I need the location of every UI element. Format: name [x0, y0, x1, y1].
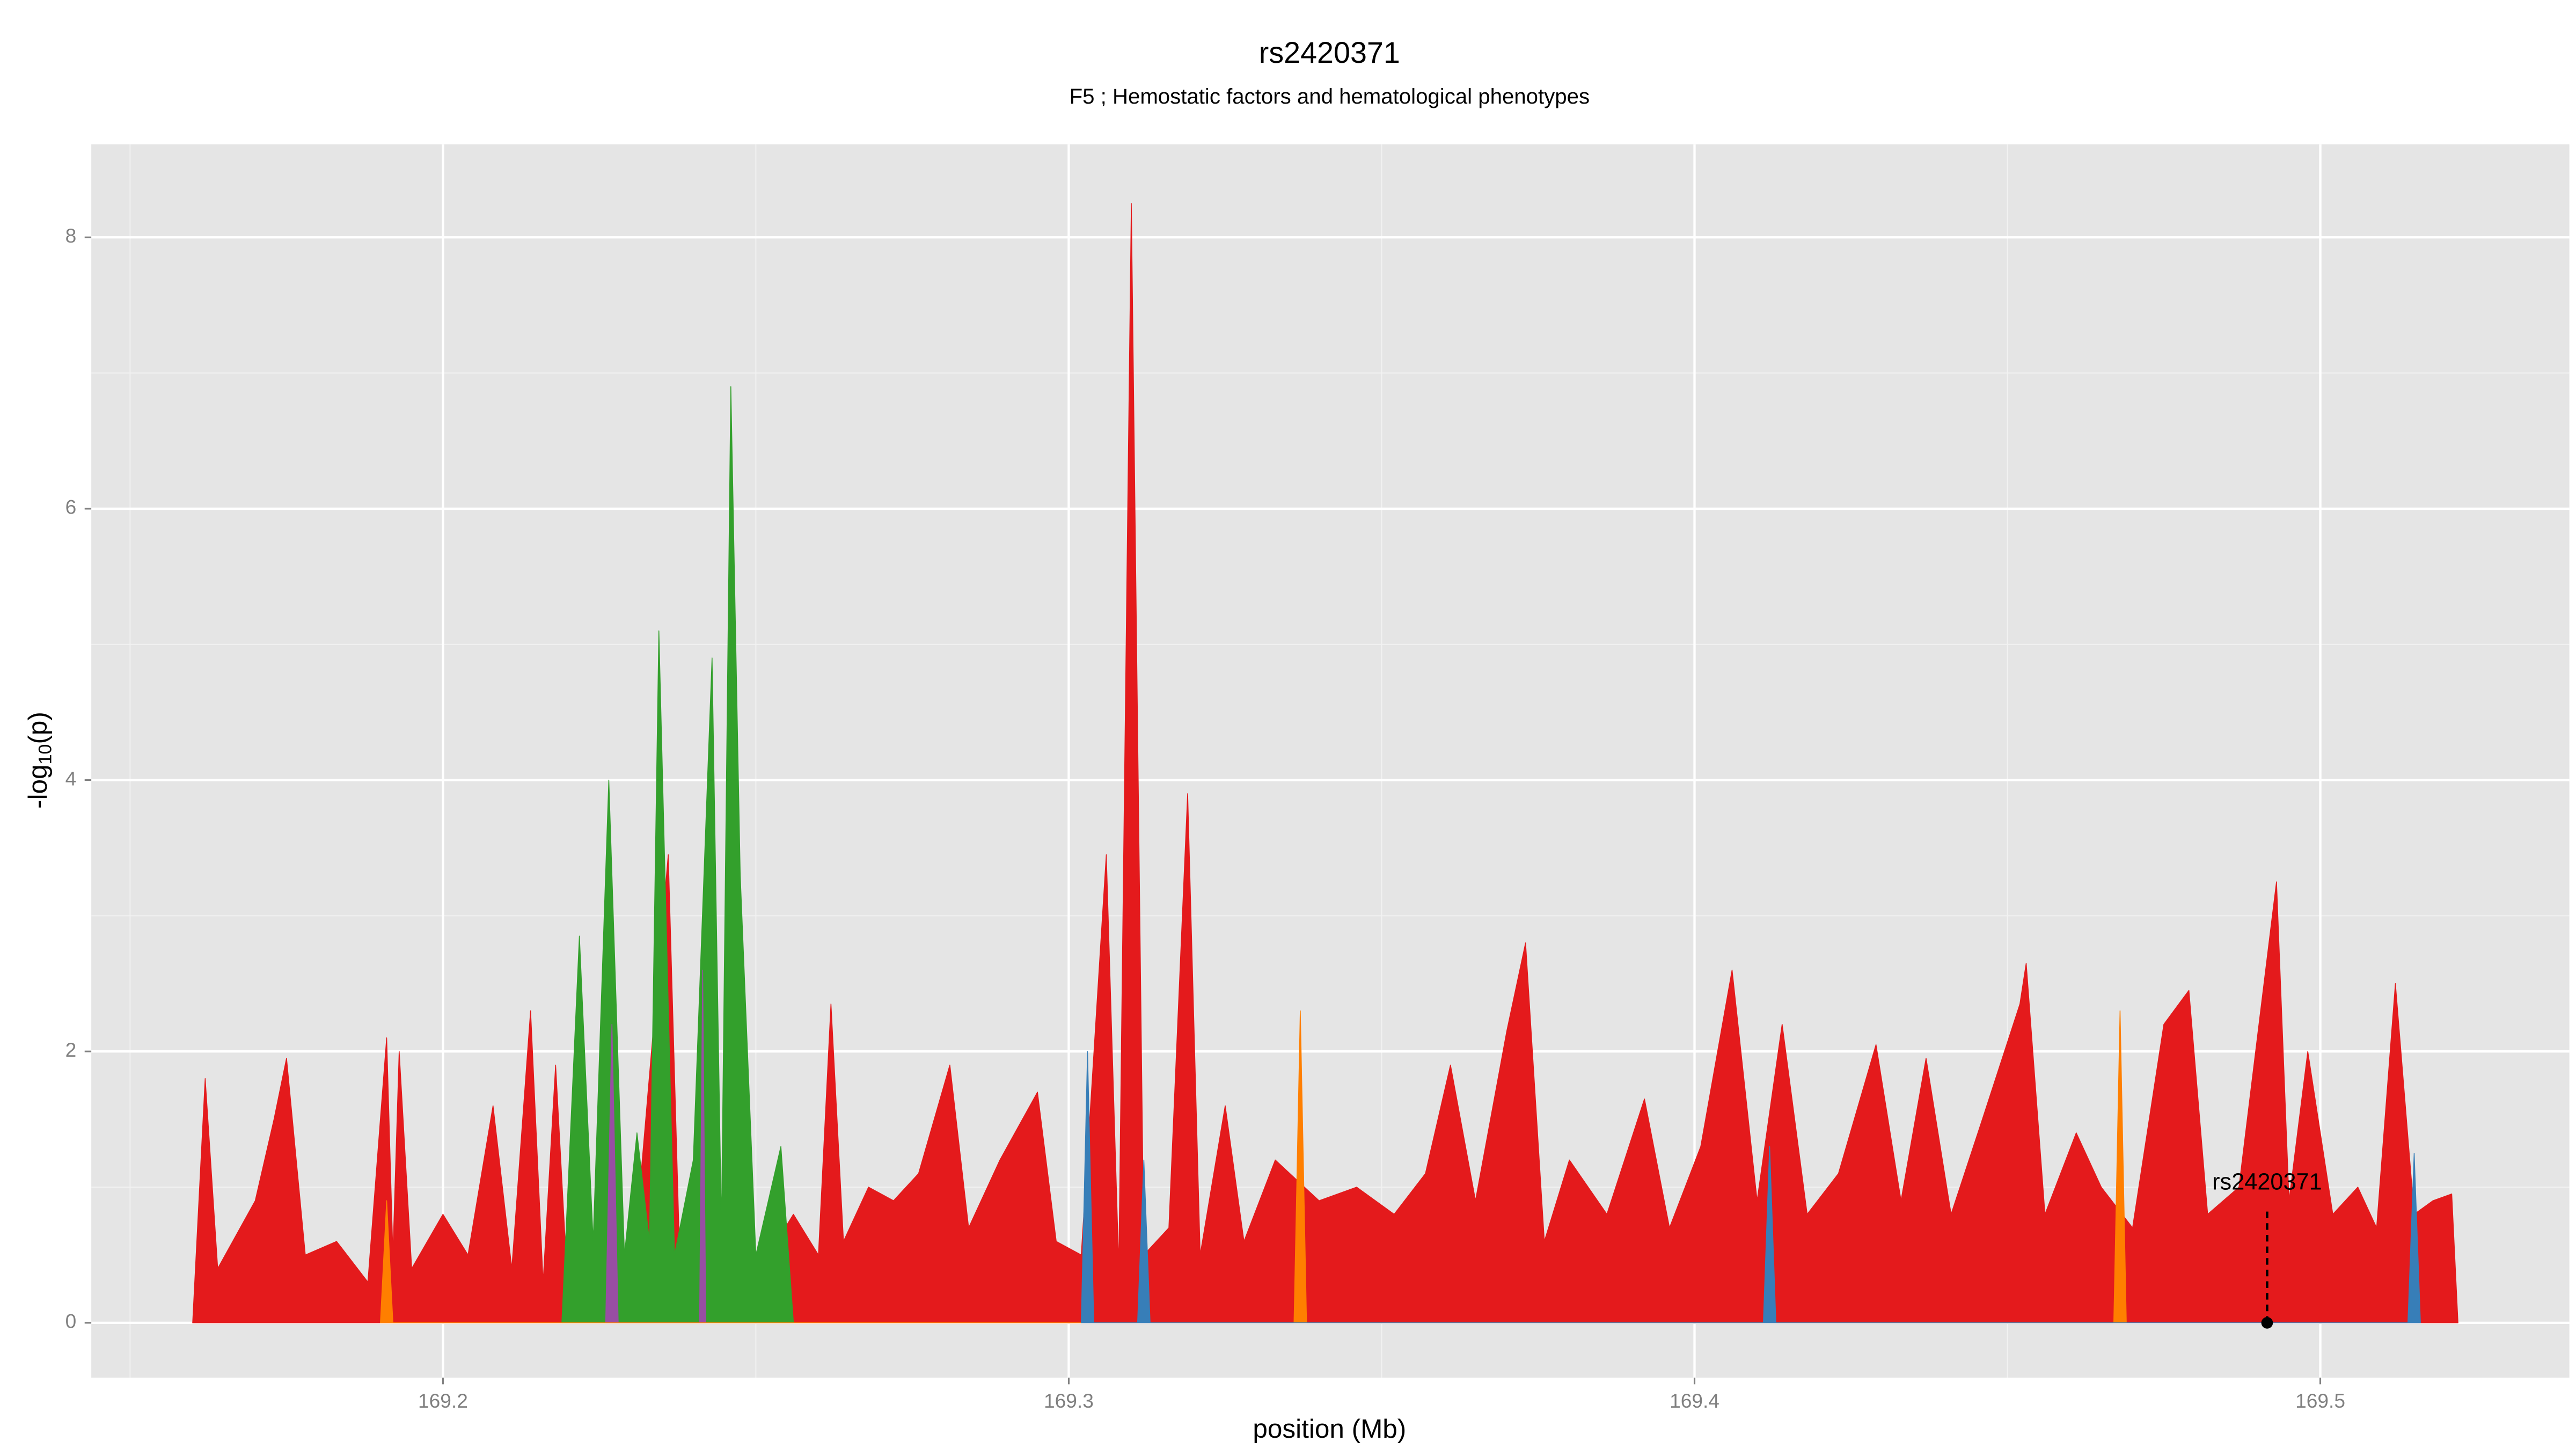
- annotation-label: rs2420371: [2212, 1169, 2322, 1195]
- x-tick-label: 169.3: [1044, 1389, 1094, 1412]
- chart-title: rs2420371: [1259, 36, 1400, 69]
- y-label-sub: 10: [35, 744, 56, 765]
- y-tick-label: 2: [65, 1038, 77, 1061]
- x-tick-label: 169.5: [2295, 1389, 2345, 1412]
- chart-subtitle: F5 ; Hemostatic factors and hematologica…: [1070, 84, 1590, 108]
- area: [1081, 1051, 2421, 1323]
- annotation-point: [2261, 1317, 2273, 1329]
- y-tick-label: 0: [65, 1310, 77, 1333]
- y-tick-label: 4: [65, 767, 77, 789]
- y-label-part: (p): [23, 712, 53, 744]
- y-tick-label: 8: [65, 224, 77, 247]
- x-tick-label: 169.4: [1670, 1389, 1719, 1412]
- x-axis-label: position (Mb): [1253, 1414, 1406, 1444]
- area: [192, 203, 2458, 1323]
- x-tick-label: 169.2: [418, 1389, 468, 1412]
- area: [561, 386, 794, 1323]
- y-axis-label: -log10(p): [23, 712, 55, 809]
- y-tick-label: 6: [65, 496, 77, 518]
- y-label-part: -log: [23, 764, 53, 809]
- area: [380, 1010, 2127, 1323]
